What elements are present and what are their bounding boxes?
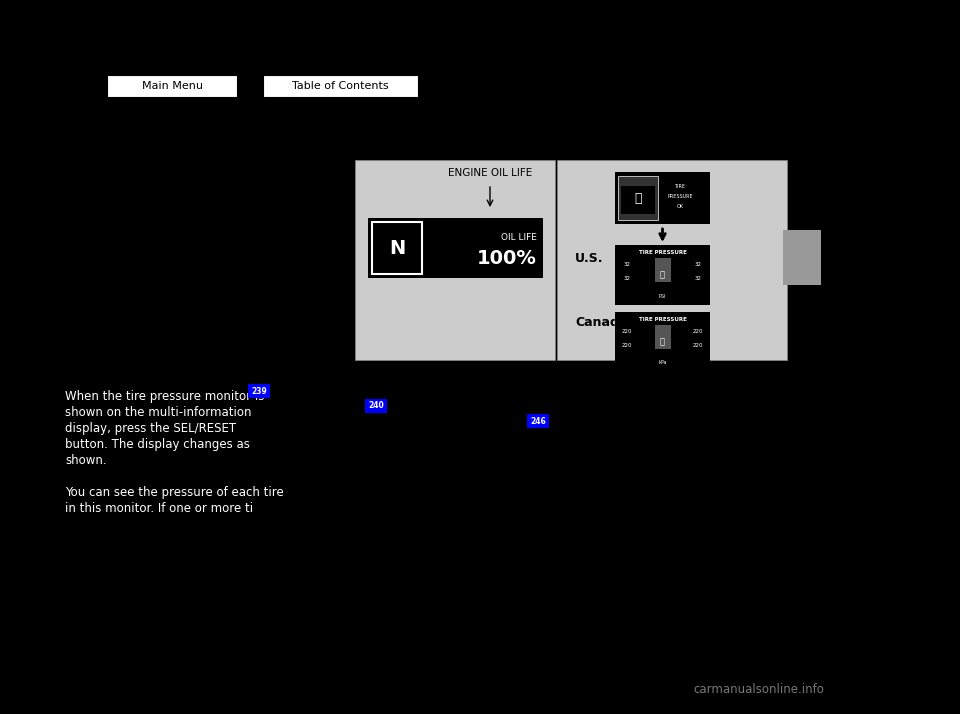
Text: Canada: Canada xyxy=(575,316,628,328)
Text: 220: 220 xyxy=(622,328,633,333)
Text: PSI: PSI xyxy=(659,293,666,298)
Text: carmanualsonline.info: carmanualsonline.info xyxy=(693,683,824,696)
Bar xyxy=(527,414,549,428)
Text: shown on the multi-information: shown on the multi-information xyxy=(65,406,252,419)
Text: 239: 239 xyxy=(252,386,267,396)
Text: U.S.: U.S. xyxy=(575,251,604,264)
Text: 220: 220 xyxy=(693,343,704,348)
Text: 32: 32 xyxy=(623,262,631,267)
Text: N: N xyxy=(389,238,405,258)
Text: TIRE PRESSURE: TIRE PRESSURE xyxy=(638,250,686,255)
Bar xyxy=(372,222,422,274)
Text: display, press the SEL/RESET: display, press the SEL/RESET xyxy=(65,422,236,435)
Text: 🚙: 🚙 xyxy=(635,191,641,204)
Bar xyxy=(248,384,270,398)
Text: TIRE PRESSURE: TIRE PRESSURE xyxy=(638,317,686,322)
Bar xyxy=(365,399,387,413)
Text: OK: OK xyxy=(677,203,684,208)
Text: 32: 32 xyxy=(694,276,702,281)
Bar xyxy=(618,176,658,220)
Text: 🚙: 🚙 xyxy=(660,271,665,279)
Bar xyxy=(615,245,710,305)
Bar xyxy=(615,172,710,224)
Bar xyxy=(107,75,237,97)
Bar xyxy=(355,160,555,360)
Text: in this monitor. If one or more ti: in this monitor. If one or more ti xyxy=(65,502,253,515)
Bar xyxy=(783,230,821,285)
Text: When the tire pressure monitor is: When the tire pressure monitor is xyxy=(65,390,264,403)
Text: PRESSURE: PRESSURE xyxy=(667,193,693,198)
Text: shown.: shown. xyxy=(65,454,107,467)
Bar xyxy=(655,325,670,349)
Text: OIL LIFE: OIL LIFE xyxy=(501,233,537,242)
Text: 100%: 100% xyxy=(477,248,537,268)
Text: TIRE: TIRE xyxy=(675,183,685,188)
Text: 240: 240 xyxy=(368,401,384,411)
Text: ENGINE OIL LIFE: ENGINE OIL LIFE xyxy=(448,168,532,178)
Text: 32: 32 xyxy=(623,276,631,281)
Text: button. The display changes as: button. The display changes as xyxy=(65,438,250,451)
Text: You can see the pressure of each tire: You can see the pressure of each tire xyxy=(65,486,284,499)
Text: 220: 220 xyxy=(693,328,704,333)
Text: 32: 32 xyxy=(694,262,702,267)
Text: 🚙: 🚙 xyxy=(660,338,665,346)
Text: kPa: kPa xyxy=(659,361,667,366)
Bar xyxy=(557,160,787,360)
Text: 246: 246 xyxy=(530,416,546,426)
Text: 220: 220 xyxy=(622,343,633,348)
Bar xyxy=(263,75,418,97)
Text: Table of Contents: Table of Contents xyxy=(292,81,388,91)
Bar xyxy=(368,218,543,278)
Bar xyxy=(615,312,710,372)
Text: Main Menu: Main Menu xyxy=(141,81,203,91)
Bar xyxy=(655,258,670,282)
Bar xyxy=(621,186,655,214)
